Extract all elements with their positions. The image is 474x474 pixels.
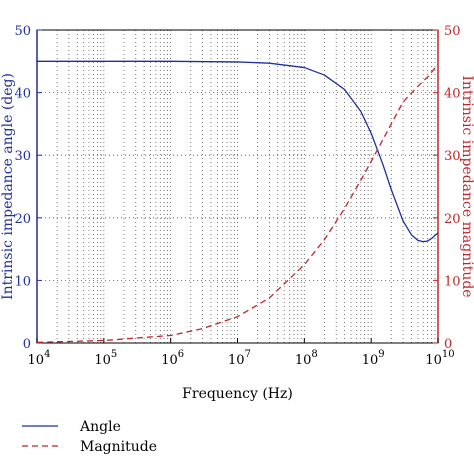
x-tick-label: 108 xyxy=(295,349,318,368)
x-tick-label: 104 xyxy=(28,349,51,368)
y-left-tick-label: 20 xyxy=(14,212,31,227)
legend: Angle Magnitude xyxy=(22,419,157,455)
y-right-tick-label: 30 xyxy=(444,149,461,164)
y-left-tick-label: 30 xyxy=(14,149,31,164)
y-left-tick-label: 40 xyxy=(14,87,31,102)
series-line-angle xyxy=(37,60,439,243)
legend-angle-label: Angle xyxy=(79,419,121,435)
series-line-magnitude xyxy=(36,64,439,344)
y-axis-right-title: Intrinsic impedance magnitude xyxy=(459,75,474,297)
y-left-tick-label: 0 xyxy=(23,337,31,352)
x-tick-label: 109 xyxy=(362,349,385,368)
y-right-tick-label: 50 xyxy=(444,24,461,39)
y-right-tick-label: 20 xyxy=(444,212,461,227)
legend-magnitude-label: Magnitude xyxy=(80,439,157,455)
y-right-tick-label: 40 xyxy=(444,87,461,102)
x-tick-label: 107 xyxy=(228,349,251,368)
x-axis-title: Frequency (Hz) xyxy=(182,386,293,402)
y-left-tick-label: 10 xyxy=(14,274,31,289)
grid xyxy=(37,30,438,343)
ticks: 0 10 20 30 40 50 0 10 20 30 40 50 104 105 106 107 108 109… xyxy=(14,24,460,368)
series xyxy=(36,60,439,344)
y-right-tick-label: 10 xyxy=(444,274,461,289)
y-axis-left-title: Intrinsic impedance angle (deg) xyxy=(0,73,16,300)
x-tick-label: 1010 xyxy=(425,349,454,368)
y-left-tick-label: 50 xyxy=(14,24,31,39)
y-right-tick-label: 0 xyxy=(444,337,452,352)
x-tick-label: 106 xyxy=(161,349,184,368)
x-tick-label: 105 xyxy=(94,349,117,368)
